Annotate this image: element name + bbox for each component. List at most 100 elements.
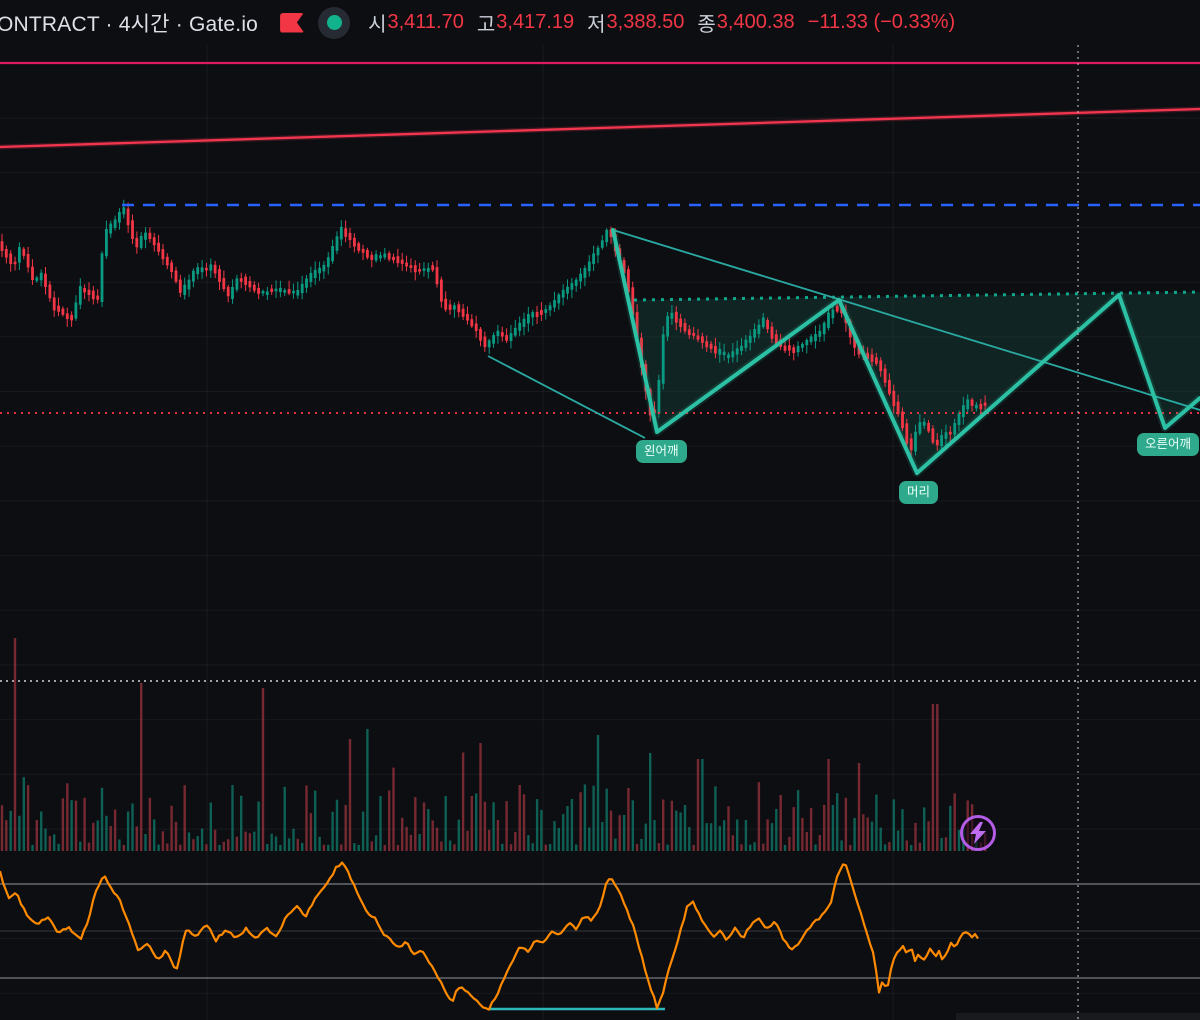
- candle-body: [609, 229, 613, 238]
- candle-body: [522, 318, 526, 327]
- candle-body: [970, 399, 974, 406]
- candle-body: [374, 254, 378, 261]
- volume-bar: [535, 799, 539, 851]
- candle-body: [118, 212, 121, 223]
- volume-bar: [796, 790, 800, 851]
- thin-teal-left-line[interactable]: [487, 355, 646, 439]
- candle-body: [683, 323, 687, 332]
- candle-body: [192, 270, 195, 282]
- volume-bar: [949, 805, 952, 851]
- head-and-shoulders-zigzag[interactable]: [611, 228, 1200, 475]
- volume-bar: [53, 834, 56, 851]
- candle-body: [570, 283, 574, 290]
- volume-bar: [370, 841, 373, 851]
- candle-body: [966, 399, 970, 410]
- volume-bar: [279, 844, 282, 851]
- pattern-label-head[interactable]: 머리: [899, 481, 939, 504]
- rsi-line: [0, 861, 979, 1011]
- candle-body: [962, 405, 965, 418]
- volume-bar: [492, 802, 495, 851]
- candle-body: [248, 281, 252, 288]
- volume-bar: [640, 838, 643, 851]
- bottom-right-strip: [956, 1013, 1200, 1020]
- volume-bar: [914, 822, 917, 851]
- candle-body: [948, 431, 952, 435]
- volume-bar: [692, 844, 695, 851]
- candle-body: [457, 304, 461, 313]
- candle-body: [18, 247, 21, 263]
- volume-bar: [770, 823, 774, 851]
- candle-body: [740, 345, 743, 351]
- candle-body: [205, 267, 208, 271]
- volume-bar: [509, 844, 513, 851]
- volume-bar: [844, 797, 848, 851]
- volume-bar: [113, 809, 117, 851]
- volume-bar: [588, 827, 591, 851]
- volume-bar: [522, 794, 526, 851]
- candle-body: [470, 319, 474, 327]
- candle-body: [535, 312, 539, 318]
- pattern-label-right-shoulder[interactable]: 오른어깨: [1137, 433, 1200, 456]
- volume-bar: [736, 819, 739, 851]
- volume-bar: [488, 829, 491, 851]
- volume-bar: [92, 822, 95, 851]
- candle-body: [922, 421, 926, 426]
- volume-bar: [788, 836, 791, 851]
- volume-bar: [453, 844, 456, 851]
- candle-body: [666, 316, 669, 337]
- candle-body: [13, 261, 17, 265]
- volume-bar: [666, 844, 669, 851]
- volume-bar: [179, 844, 182, 851]
- volume-bar: [940, 838, 943, 851]
- candle-body: [348, 232, 352, 240]
- candle-body: [226, 286, 230, 297]
- candle-body: [261, 291, 265, 294]
- volume-bar: [644, 823, 647, 851]
- volume-bar: [831, 804, 835, 851]
- pattern-label-left-shoulder[interactable]: 왼어깨: [636, 440, 687, 463]
- volume-bar: [718, 826, 721, 851]
- volume-bar: [35, 820, 38, 851]
- candle-body: [600, 240, 604, 248]
- candle-body: [187, 279, 191, 290]
- thin-teal-trendline[interactable]: [612, 229, 1200, 411]
- candle-body: [592, 253, 595, 264]
- candle-body: [453, 305, 456, 310]
- rising-trendline[interactable]: [0, 107, 1200, 149]
- volume-bar: [100, 787, 104, 851]
- flag-icon[interactable]: [280, 12, 305, 33]
- volume-bar: [601, 822, 604, 851]
- volume-bar: [461, 752, 465, 851]
- candle-body: [914, 431, 917, 452]
- volume-bar: [309, 813, 313, 851]
- candle-body: [714, 346, 717, 354]
- volume-bar: [779, 795, 782, 851]
- volume-bar: [301, 842, 304, 851]
- candle-body: [196, 267, 200, 275]
- volume-bar: [670, 800, 674, 851]
- candle-body: [152, 237, 156, 246]
- candle-body: [361, 248, 365, 253]
- candle-body: [231, 287, 234, 299]
- volume-bar: [544, 844, 547, 851]
- boost-button[interactable]: [960, 815, 996, 851]
- volume-bar: [557, 827, 560, 851]
- chart-header: ONTRACT · 4시간 · Gate.io 시 3,411.70 고 3,417…: [0, 0, 1200, 45]
- candle-body: [139, 235, 143, 248]
- volume-bar: [318, 836, 321, 851]
- candle-body: [122, 207, 126, 215]
- volume-bar: [200, 828, 204, 851]
- candle-body: [74, 302, 78, 319]
- volume-bar: [766, 819, 769, 851]
- volume-bar: [26, 785, 30, 851]
- volume-bar: [709, 823, 713, 851]
- candle-body: [822, 322, 826, 335]
- candle-body: [96, 295, 100, 300]
- candle-body: [696, 335, 700, 340]
- volume-bar: [840, 840, 843, 851]
- candle-body: [422, 268, 426, 271]
- volume-bar: [683, 805, 687, 851]
- close-label: 종: [697, 14, 716, 36]
